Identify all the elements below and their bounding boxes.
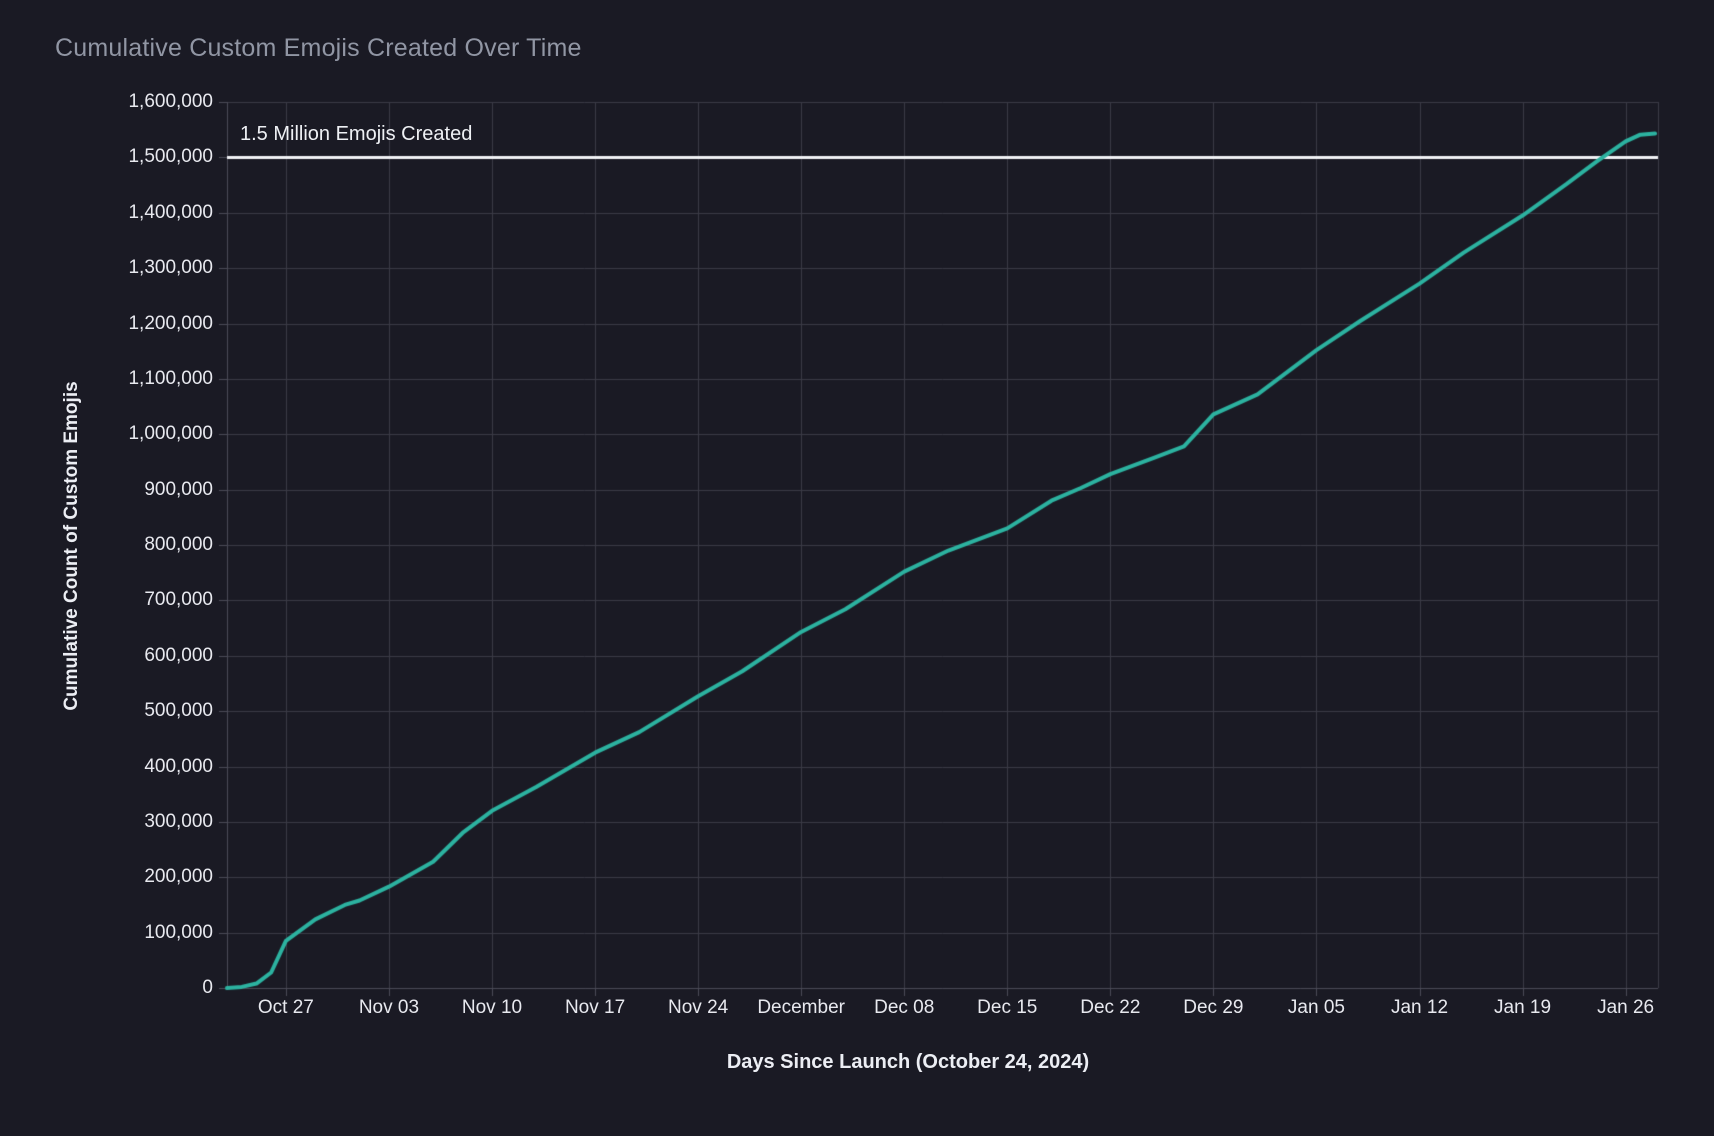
reference-line-label: 1.5 Million Emojis Created bbox=[240, 123, 473, 145]
x-tick-label: Jan 19 bbox=[1494, 997, 1552, 1018]
y-tick-label: 500,000 bbox=[144, 700, 213, 722]
y-tick-label: 900,000 bbox=[144, 478, 213, 500]
x-tick-label: Nov 10 bbox=[461, 997, 523, 1018]
x-tick-label: Oct 27 bbox=[257, 997, 314, 1018]
y-tick-label: 300,000 bbox=[144, 810, 213, 832]
x-tick-label: Jan 05 bbox=[1287, 997, 1345, 1018]
y-tick-label: 1,400,000 bbox=[128, 201, 213, 223]
x-tick-label: Dec 22 bbox=[1080, 997, 1141, 1018]
y-tick-label: 600,000 bbox=[144, 644, 213, 666]
y-tick-label: 700,000 bbox=[144, 589, 213, 611]
y-tick-label: 100,000 bbox=[144, 921, 213, 943]
x-tick-label: Nov 03 bbox=[358, 997, 420, 1018]
x-tick-label: Nov 24 bbox=[668, 997, 729, 1018]
y-tick-label: 0 bbox=[202, 977, 213, 998]
x-tick-label: Jan 12 bbox=[1390, 997, 1449, 1018]
x-tick-label: Jan 26 bbox=[1597, 997, 1655, 1018]
y-tick-label: 400,000 bbox=[144, 755, 213, 777]
x-tick-label: Dec 15 bbox=[977, 997, 1038, 1018]
y-tick-label: 1,200,000 bbox=[128, 312, 213, 334]
x-tick-label: Nov 17 bbox=[564, 997, 626, 1018]
x-tick-label: December bbox=[757, 997, 845, 1018]
y-tick-label: 200,000 bbox=[144, 866, 213, 888]
x-tick-label: Dec 29 bbox=[1183, 997, 1244, 1018]
y-tick-label: 1,600,000 bbox=[128, 91, 213, 112]
y-tick-label: 1,000,000 bbox=[128, 423, 213, 445]
chart-title: Cumulative Custom Emojis Created Over Ti… bbox=[55, 34, 582, 62]
y-tick-label: 1,500,000 bbox=[128, 146, 213, 168]
x-tick-label: Dec 08 bbox=[874, 997, 935, 1018]
y-tick-label: 800,000 bbox=[144, 534, 213, 555]
x-axis-title: Days Since Launch (October 24, 2024) bbox=[726, 1051, 1090, 1073]
y-tick-label: 1,100,000 bbox=[128, 367, 213, 389]
y-tick-label: 1,300,000 bbox=[128, 257, 213, 279]
